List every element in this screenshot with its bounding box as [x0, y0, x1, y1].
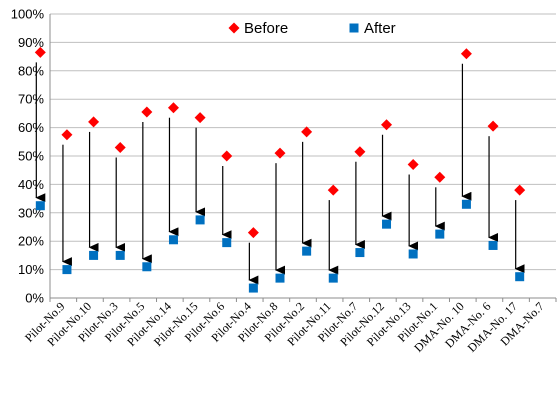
after-point	[142, 262, 152, 272]
data-points	[34, 46, 526, 293]
y-tick-label: 40%	[18, 177, 44, 192]
legend: Before After	[228, 20, 396, 37]
before-point	[88, 116, 100, 128]
y-axis: 0%10%20%30%40%50%60%70%80%90%100%	[11, 7, 51, 306]
before-point	[114, 141, 126, 153]
before-point	[381, 119, 393, 131]
after-point	[195, 215, 205, 225]
before-point	[434, 171, 446, 183]
y-tick-label: 0%	[25, 291, 44, 306]
after-point	[62, 265, 72, 275]
before-point	[61, 129, 73, 141]
y-tick-label: 80%	[18, 63, 44, 78]
after-point	[275, 273, 285, 283]
before-point	[460, 48, 472, 60]
before-point	[354, 146, 366, 158]
after-point	[382, 219, 392, 229]
y-tick-label: 90%	[18, 35, 44, 50]
y-tick-label: 70%	[18, 92, 44, 107]
before-point	[327, 184, 339, 196]
after-point	[355, 248, 365, 258]
after-point	[408, 249, 418, 259]
after-point	[35, 201, 45, 211]
before-point	[247, 227, 259, 239]
after-point	[515, 272, 525, 282]
before-point	[514, 184, 526, 196]
change-arrows	[35, 62, 525, 285]
after-point	[248, 283, 258, 293]
y-tick-label: 50%	[18, 149, 44, 164]
after-point	[328, 273, 338, 283]
after-point	[488, 240, 498, 250]
y-tick-label: 60%	[18, 120, 44, 135]
before-point	[34, 46, 46, 58]
x-axis: Pilot-No.9Pilot-No.10Pilot-No.3Pilot-No.…	[22, 297, 557, 355]
after-point	[115, 250, 125, 260]
after-point	[89, 250, 99, 260]
after-point	[222, 238, 232, 248]
before-point	[301, 126, 313, 138]
before-point	[141, 106, 153, 118]
before-point	[221, 150, 233, 162]
before-point	[167, 102, 179, 114]
before-point	[407, 159, 419, 171]
y-tick-label: 100%	[11, 7, 45, 22]
legend-before-label: Before	[244, 20, 288, 37]
y-tick-label: 10%	[18, 262, 44, 277]
before-point	[274, 147, 286, 159]
after-point	[461, 199, 471, 209]
legend-after-marker	[349, 23, 359, 33]
before-point	[194, 112, 206, 124]
legend-before-marker	[228, 22, 240, 34]
legend-after-label: After	[364, 20, 396, 37]
after-point	[168, 235, 178, 245]
after-point	[302, 246, 312, 256]
after-point	[435, 229, 445, 239]
y-tick-label: 20%	[18, 234, 44, 249]
before-point	[487, 120, 499, 132]
